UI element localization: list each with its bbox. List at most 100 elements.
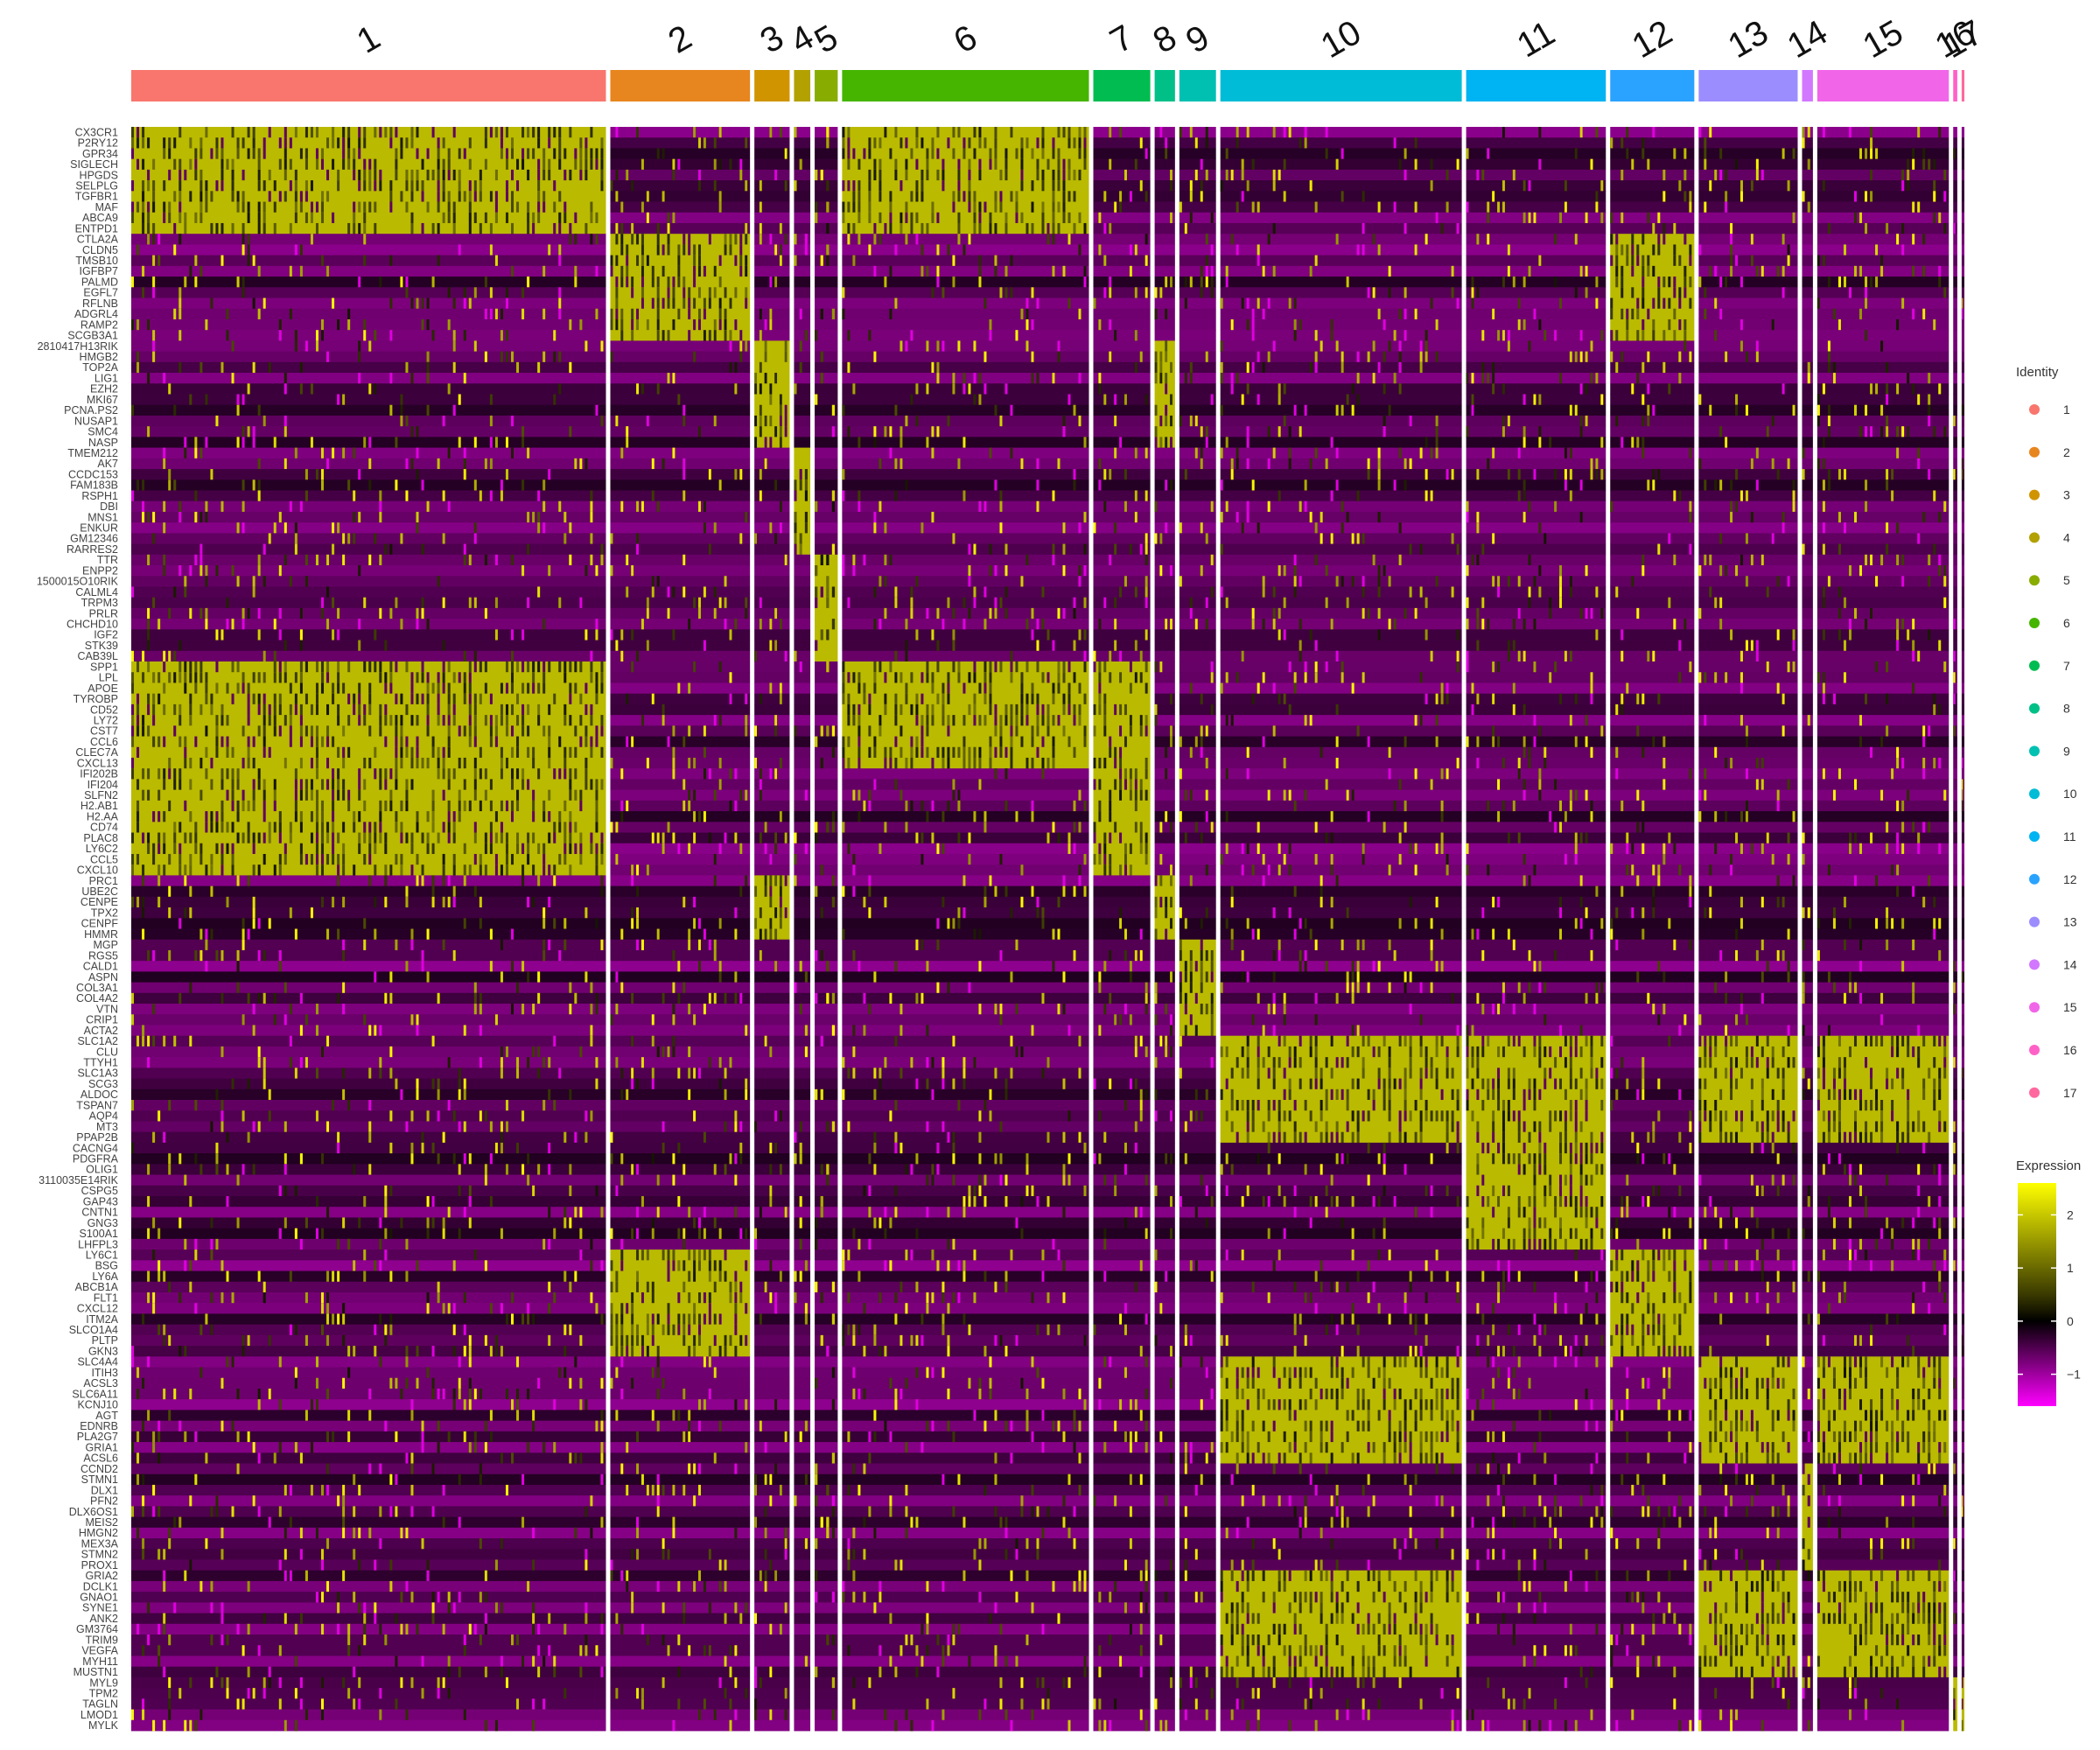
identity-swatch-5: [2029, 575, 2040, 586]
identity-label-13: 13: [2063, 915, 2077, 929]
gene-label: TAGLN: [82, 1698, 118, 1711]
cluster-bar-15: [1816, 70, 1950, 102]
gene-label: PCNA.PS2: [64, 404, 118, 416]
expression-tick-label: 2: [2067, 1208, 2074, 1222]
cluster-label-12: 12: [1626, 13, 1679, 66]
gene-label: CCL5: [90, 853, 118, 865]
gene-label: PRLR: [89, 607, 118, 620]
gene-label: EGFL7: [83, 287, 118, 299]
gene-label: IFI204: [88, 779, 118, 791]
gene-label: TRPM3: [81, 597, 118, 609]
gene-label: IGF2: [94, 629, 118, 641]
identity-label-14: 14: [2063, 957, 2077, 971]
gene-label: EZH2: [90, 383, 118, 396]
gene-label: HPGDS: [80, 169, 118, 181]
identity-label-3: 3: [2063, 488, 2070, 502]
heatmap-body: [131, 127, 1964, 1732]
gene-label: GRIA1: [85, 1441, 118, 1453]
gene-label: GM12346: [70, 533, 118, 545]
identity-swatch-9: [2029, 746, 2040, 757]
cluster-label-9: 9: [1180, 18, 1215, 60]
heatmap-cluster-16: [1953, 127, 1957, 1732]
expression-tick-label: 1: [2067, 1261, 2074, 1275]
gene-label: COL3A1: [76, 982, 118, 994]
gene-label: H2.AB1: [80, 800, 118, 812]
heatmap-cluster-9: [1179, 127, 1216, 1732]
identity-swatch-2: [2029, 446, 2040, 458]
gene-label: VEGFA: [81, 1645, 118, 1657]
identity-label-7: 7: [2063, 659, 2070, 673]
gene-label: BSG: [95, 1260, 118, 1272]
identity-swatch-3: [2029, 489, 2040, 500]
gene-label: MEIS2: [85, 1516, 118, 1529]
gene-label: APOE: [88, 682, 118, 695]
cluster-bar-9: [1179, 70, 1216, 102]
gene-label: FAM183B: [70, 480, 118, 492]
cluster-annotation-bar: [131, 70, 1964, 102]
gene-label: STK39: [85, 640, 118, 652]
gene-label: TPX2: [91, 906, 118, 919]
expression-tick-label: −1: [2067, 1368, 2081, 1382]
expression-legend-title: Expression: [2016, 1158, 2081, 1173]
gene-label: CCDC153: [68, 468, 118, 480]
gene-label: DLX6OS1: [69, 1506, 118, 1518]
gene-label: CAB39L: [77, 650, 118, 662]
gene-label: CLU: [96, 1046, 118, 1058]
gene-label: ITIH3: [91, 1367, 118, 1379]
gene-label: CST7: [90, 725, 118, 738]
gene-label: MEX3A: [81, 1537, 119, 1550]
identity-label-6: 6: [2063, 616, 2070, 630]
heatmap-cluster-8: [1154, 127, 1175, 1732]
gene-label: CALD1: [83, 961, 118, 973]
gene-label: RSPH1: [81, 490, 118, 502]
gene-label: MAF: [95, 201, 119, 214]
cluster-bar-10: [1220, 70, 1462, 102]
gene-label: PALMD: [81, 276, 118, 288]
identity-label-5: 5: [2063, 573, 2070, 587]
gene-label: SMC4: [88, 426, 118, 438]
gene-label: LY72: [94, 714, 118, 726]
cluster-label-1: 1: [351, 18, 387, 60]
gene-label: PPAP2B: [76, 1131, 118, 1144]
gene-label: ANK2: [89, 1613, 118, 1625]
gene-label: COL4A2: [76, 992, 118, 1004]
identity-swatch-14: [2029, 959, 2040, 970]
gene-label: SPP1: [90, 661, 118, 673]
identity-swatch-8: [2029, 703, 2040, 714]
heatmap-cluster-3: [754, 127, 790, 1732]
gene-label: MKI67: [87, 394, 118, 406]
gene-label: OLIG1: [86, 1164, 118, 1176]
gene-label: RFLNB: [82, 298, 118, 310]
cluster-label-11: 11: [1510, 14, 1561, 66]
gene-label: IGFBP7: [80, 265, 119, 277]
cluster-bar-12: [1610, 70, 1695, 102]
gene-label: SIGLECH: [70, 158, 118, 171]
heatmap-cluster-15: [1816, 127, 1950, 1732]
gene-label: TTR: [97, 554, 118, 566]
gene-label: LMOD1: [80, 1709, 118, 1721]
gene-label: MYH11: [82, 1656, 118, 1668]
gene-label: 1500015O10RIK: [37, 576, 119, 588]
gene-label: CX3CR1: [75, 126, 118, 138]
cluster-bar-5: [815, 70, 838, 102]
gene-label: 3110035E14RIK: [38, 1174, 118, 1186]
gene-label: LHFPL3: [78, 1238, 118, 1250]
identity-swatch-12: [2029, 873, 2040, 885]
cluster-bar-16: [1953, 70, 1957, 102]
gene-label: RARRES2: [66, 543, 118, 556]
gene-label: AQP4: [89, 1110, 118, 1123]
gene-label: TRIM9: [86, 1634, 119, 1646]
gene-label: SLCO1A4: [69, 1324, 118, 1336]
gene-label: CALML4: [75, 586, 118, 598]
cluster-bar-8: [1154, 70, 1175, 102]
gene-label: LY6C1: [86, 1249, 118, 1261]
cluster-label-3: 3: [754, 18, 790, 60]
gene-label: MUSTN1: [74, 1666, 118, 1678]
gene-label: SCG3: [88, 1078, 118, 1090]
identity-label-11: 11: [2063, 830, 2076, 844]
gene-label: CENPF: [81, 918, 119, 930]
identity-label-1: 1: [2063, 402, 2070, 416]
gene-label: CACNG4: [73, 1142, 118, 1154]
identity-label-12: 12: [2063, 872, 2077, 886]
